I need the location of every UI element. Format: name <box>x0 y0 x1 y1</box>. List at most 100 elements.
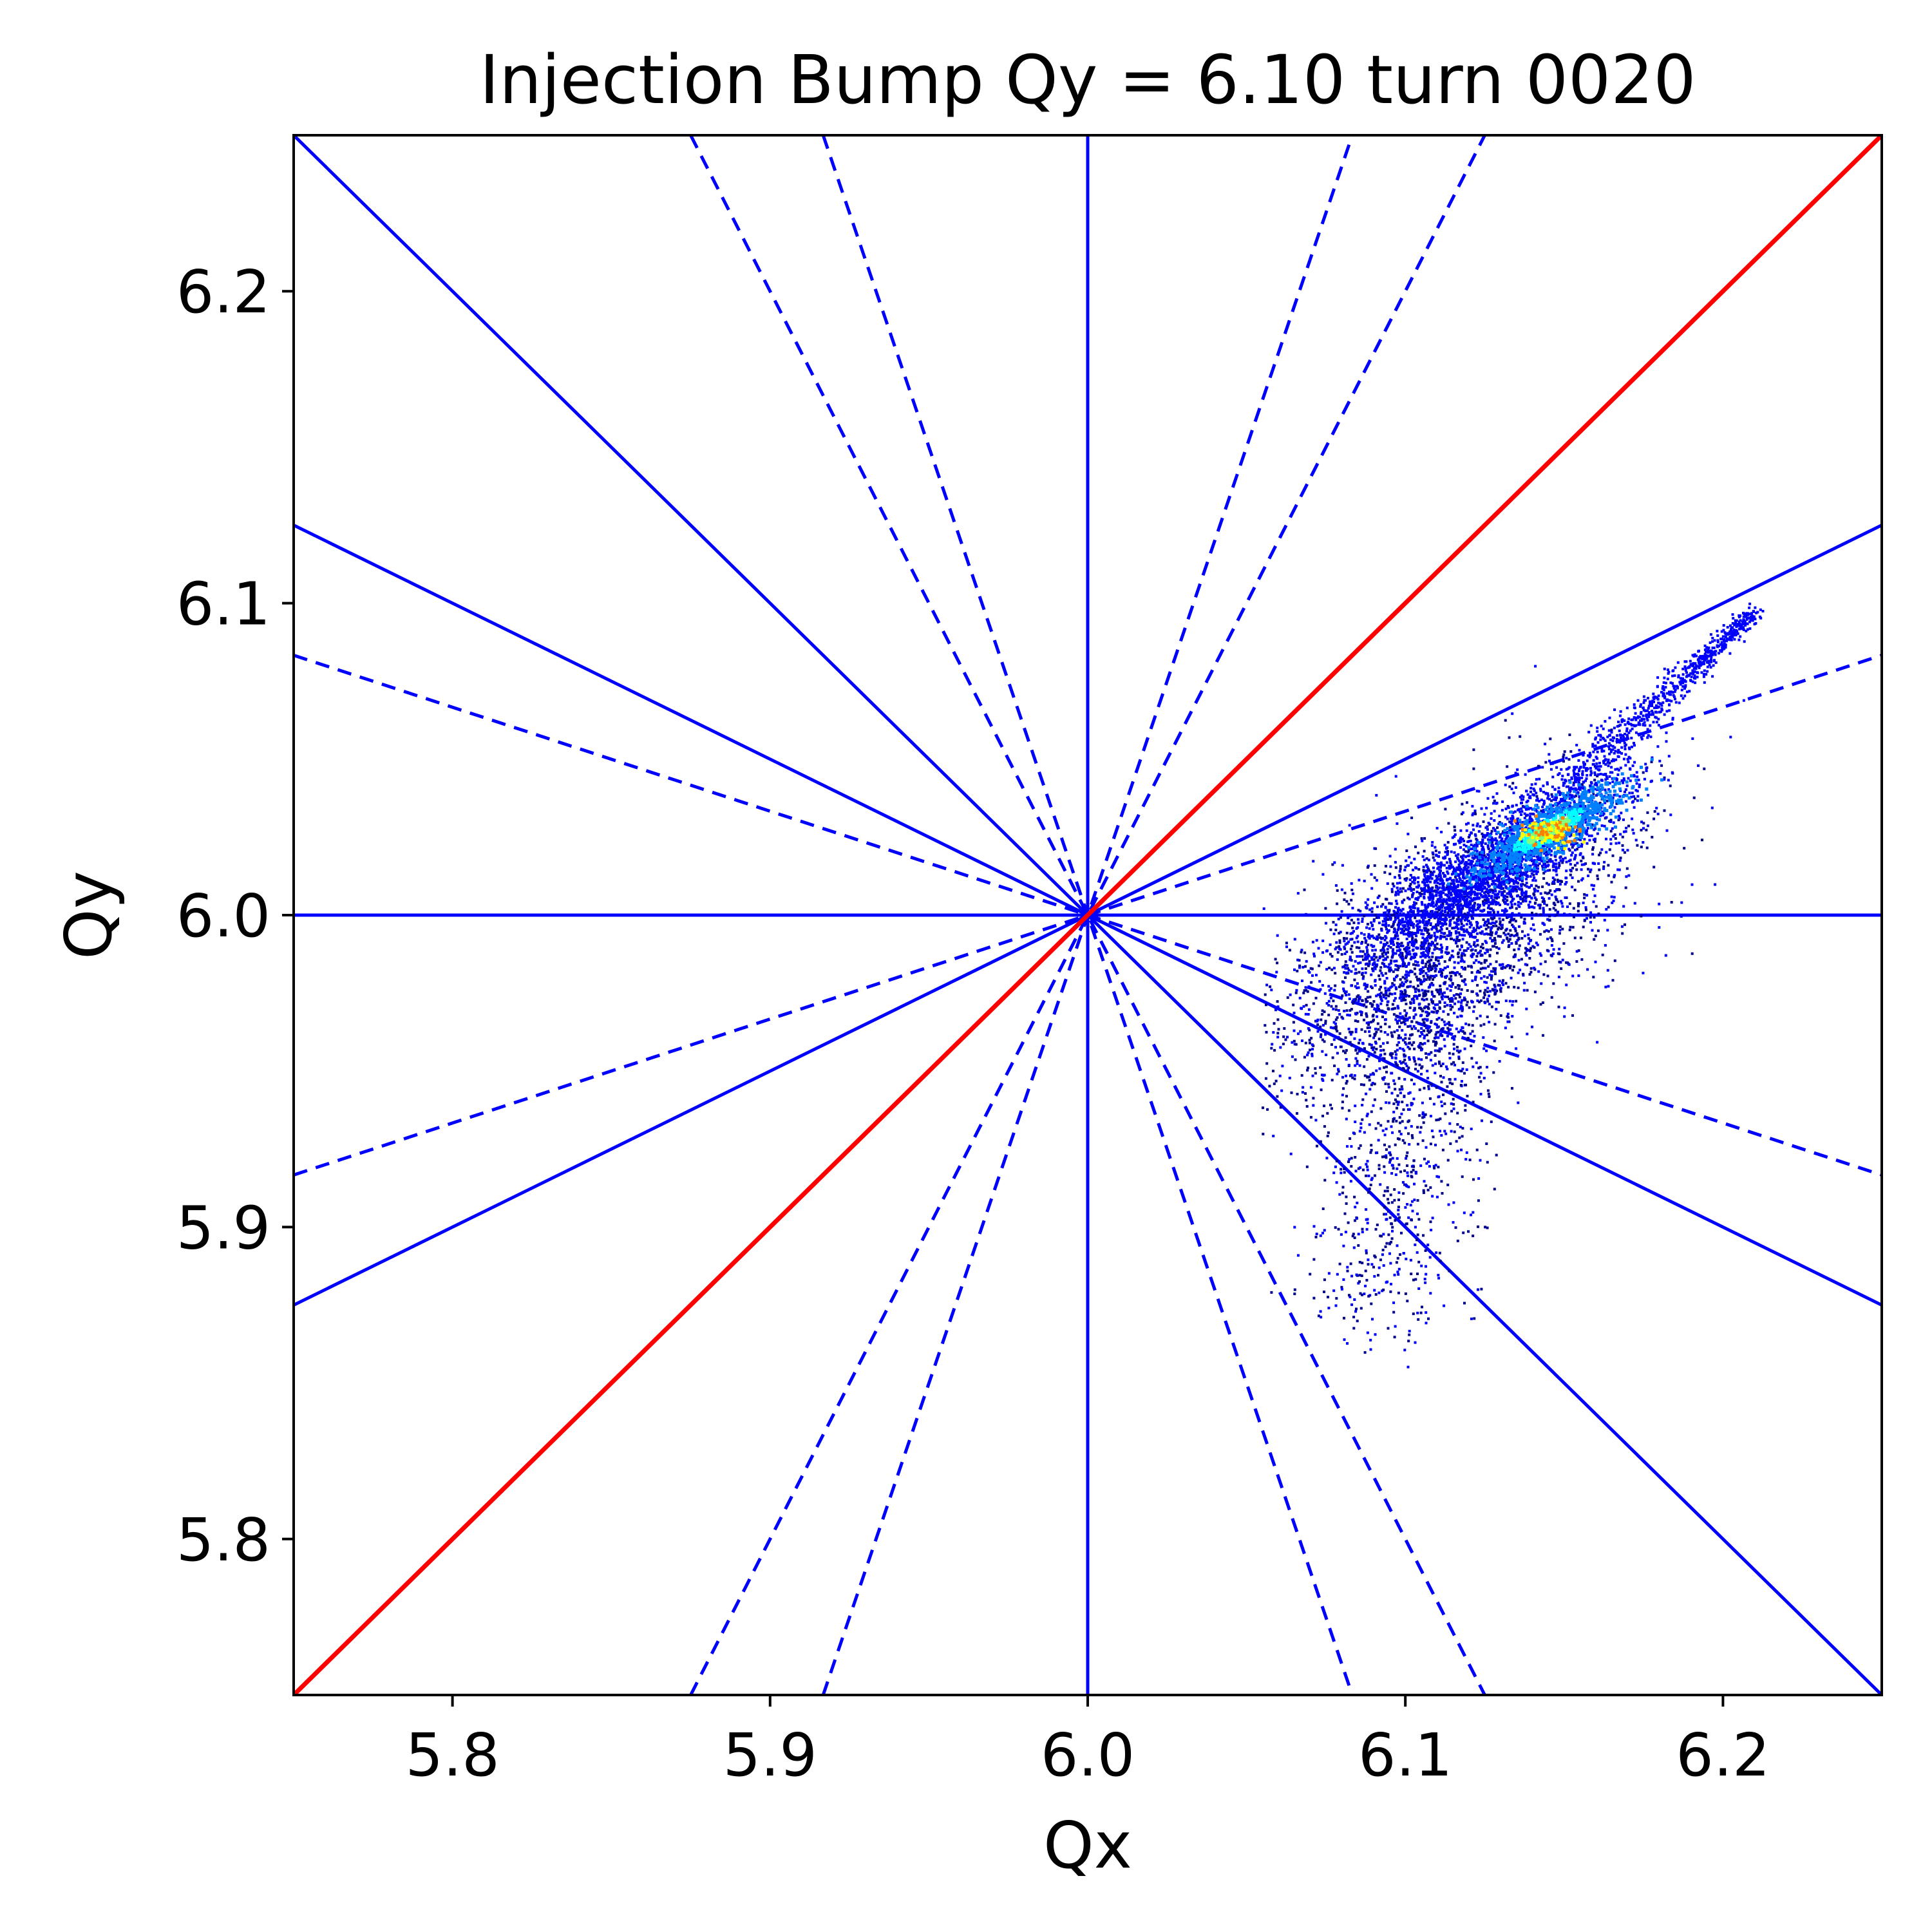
particle-point <box>1504 869 1508 873</box>
particle-point <box>1464 844 1468 848</box>
particle-point <box>1486 998 1489 1001</box>
particle-point <box>1367 935 1370 938</box>
particle-point <box>1498 820 1501 824</box>
particle-point <box>1549 853 1553 857</box>
particle-point <box>1506 964 1510 967</box>
particle-point <box>1368 934 1371 937</box>
particle-point <box>1472 845 1475 848</box>
particle-point <box>1468 943 1471 946</box>
particle-point <box>1481 846 1484 849</box>
particle-point <box>1631 800 1634 804</box>
particle-point <box>1518 905 1521 908</box>
particle-point <box>1521 805 1524 808</box>
particle-point <box>1466 840 1470 844</box>
particle-point <box>1443 888 1446 891</box>
particle-point <box>1460 882 1463 885</box>
particle-point <box>1336 951 1340 954</box>
particle-point <box>1558 879 1561 882</box>
particle-point <box>1414 845 1417 848</box>
particle-point <box>1535 778 1538 781</box>
particle-point <box>1345 964 1349 967</box>
particle-point <box>1405 965 1408 968</box>
particle-point <box>1552 948 1555 951</box>
particle-point <box>1455 1027 1458 1030</box>
particle-point <box>1416 925 1419 929</box>
particle-point <box>1663 778 1666 781</box>
particle-point <box>1508 829 1511 832</box>
particle-point <box>1472 927 1475 930</box>
particle-point <box>1334 923 1338 927</box>
particle-point <box>1276 1032 1280 1035</box>
particle-point <box>1473 941 1476 944</box>
particle-point <box>1528 900 1531 904</box>
particle-point <box>1508 879 1510 882</box>
particle-point <box>1392 948 1395 951</box>
particle-point <box>1455 866 1459 869</box>
particle-point <box>1554 909 1557 912</box>
particle-point <box>1519 888 1522 891</box>
particle-point <box>1409 980 1412 983</box>
particle-point <box>1365 926 1368 929</box>
particle-point <box>1544 866 1547 869</box>
particle-point <box>1621 844 1624 847</box>
particle-point <box>1404 956 1407 960</box>
particle-point <box>1573 915 1575 918</box>
particle-point <box>1504 902 1507 905</box>
particle-point <box>1505 871 1508 875</box>
particle-point <box>1405 970 1408 973</box>
particle-point <box>1593 840 1596 843</box>
particle-point <box>1376 1015 1379 1018</box>
particle-point <box>1365 963 1367 966</box>
particle-point <box>1347 967 1349 970</box>
particle-point <box>1555 867 1558 871</box>
particle-point <box>1486 797 1490 800</box>
particle-point <box>1429 976 1432 979</box>
particle-point <box>1655 806 1658 810</box>
particle-point <box>1492 882 1495 885</box>
particle-point <box>1409 932 1412 934</box>
particle-point <box>1572 784 1575 787</box>
particle-point <box>1607 764 1610 768</box>
particle-point <box>1441 884 1444 887</box>
particle-point <box>1473 875 1477 877</box>
particle-point <box>1353 978 1356 981</box>
particle-point <box>1487 848 1490 851</box>
particle-point <box>1633 761 1636 764</box>
particle-point <box>1468 907 1472 911</box>
particle-point <box>1367 864 1370 867</box>
particle-point <box>1399 993 1403 996</box>
particle-point <box>1342 1087 1345 1090</box>
particle-point <box>1653 810 1656 813</box>
particle-point <box>1529 812 1532 815</box>
particle-point <box>1276 934 1279 937</box>
particle-point <box>1426 880 1428 884</box>
particle-point <box>1371 967 1374 971</box>
particle-point <box>1497 926 1501 929</box>
particle-point <box>1519 735 1522 738</box>
particle-point <box>1458 984 1461 987</box>
particle-point <box>1387 945 1390 948</box>
particle-point <box>1463 862 1466 866</box>
particle-point <box>1471 856 1474 859</box>
particle-point <box>1539 907 1542 910</box>
particle-point <box>1396 969 1399 972</box>
particle-point <box>1491 921 1494 924</box>
particle-point <box>1301 1039 1303 1043</box>
particle-point <box>1423 887 1426 891</box>
particle-point <box>1422 915 1425 918</box>
particle-point <box>1541 1001 1544 1004</box>
particle-point <box>1375 965 1378 968</box>
particle-point <box>1486 838 1490 841</box>
particle-point <box>1404 998 1407 1001</box>
particle-point <box>1565 961 1567 964</box>
particle-point <box>1466 870 1470 873</box>
particle-point <box>1612 835 1615 838</box>
particle-point <box>1265 1003 1267 1007</box>
particle-point <box>1388 873 1392 875</box>
particle-point <box>1548 891 1551 895</box>
particle-point <box>1422 992 1425 995</box>
particle-point <box>1429 894 1432 897</box>
particle-point <box>1345 1057 1348 1061</box>
particle-point <box>1305 960 1308 963</box>
particle-point <box>1439 929 1442 933</box>
